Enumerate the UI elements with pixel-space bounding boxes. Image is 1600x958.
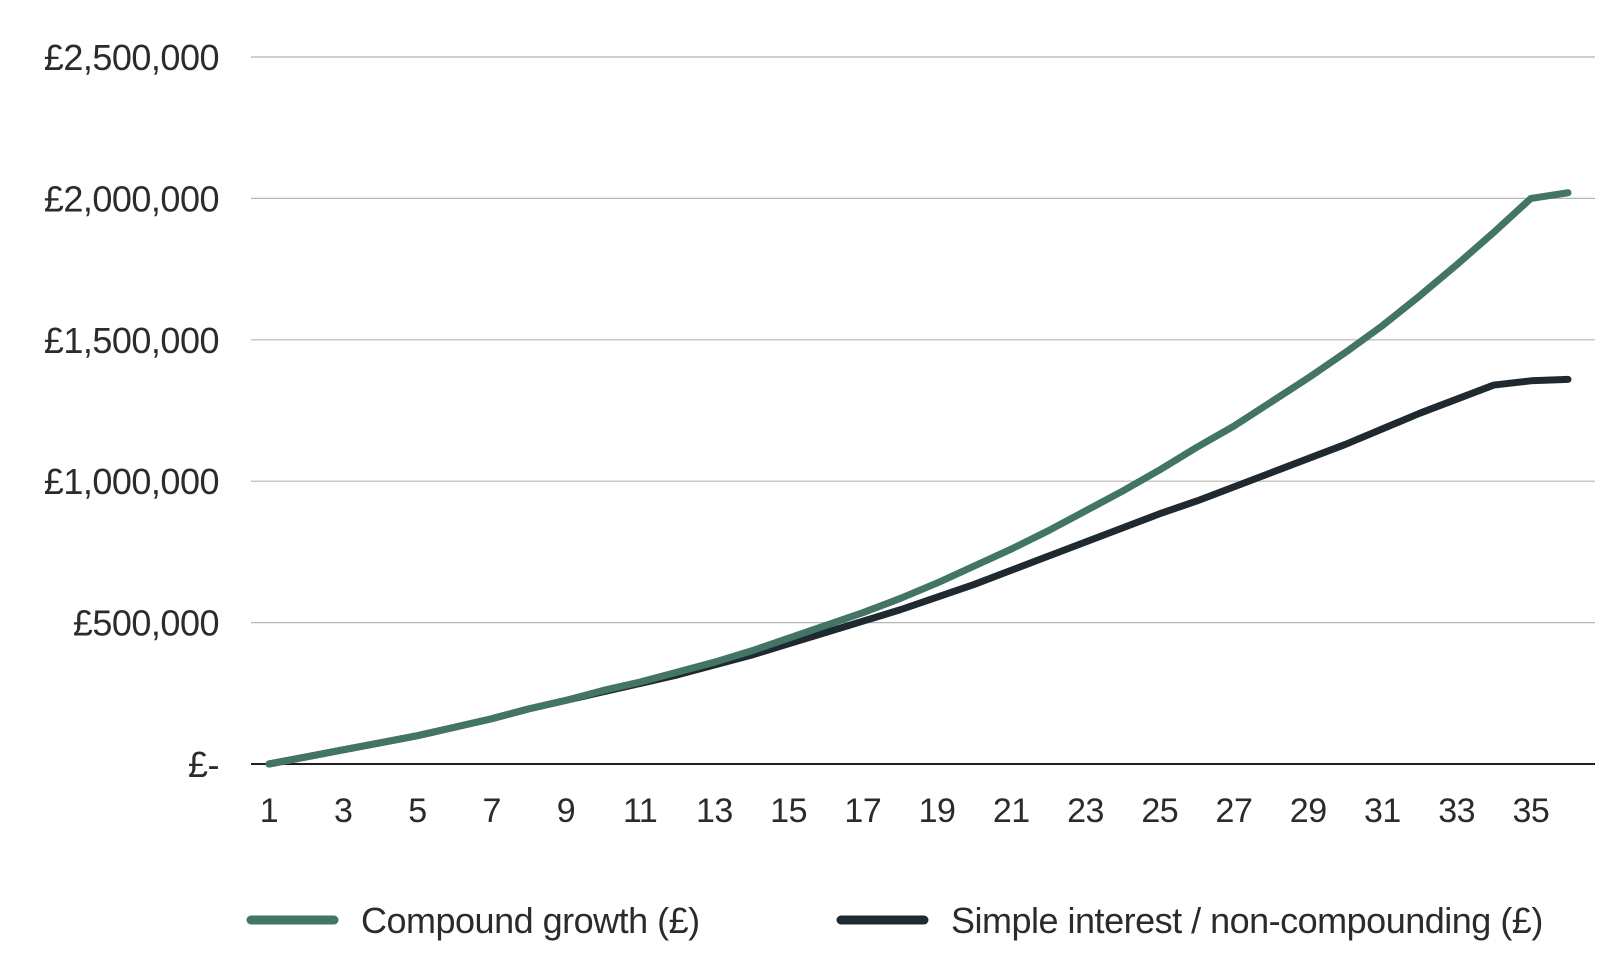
y-tick-label: £2,000,000 <box>44 178 219 219</box>
legend-label: Compound growth (£) <box>361 900 700 941</box>
y-axis-tick-labels: £- £500,000 £1,000,000 £1,500,000 £2,000,000… <box>44 37 220 785</box>
legend: Compound growth (£) Simple interest / non… <box>246 900 1543 941</box>
x-tick-label: 29 <box>1290 792 1327 830</box>
series-lines <box>265 189 1572 768</box>
x-tick-label: 15 <box>770 792 807 830</box>
x-tick-label: 11 <box>623 792 657 830</box>
gridlines <box>251 56 1595 765</box>
series-line-compound-growth <box>265 189 1572 768</box>
x-tick-label: 31 <box>1364 792 1401 830</box>
legend-item-simple-interest: Simple interest / non-compounding (£) <box>836 900 1543 941</box>
y-tick-label: £1,500,000 <box>44 320 219 361</box>
y-tick-label: £2,500,000 <box>44 37 219 78</box>
x-axis-tick-labels: 1 3 5 7 9 11 13 15 17 19 21 23 25 27 29 31 33 35 <box>260 792 1550 830</box>
x-tick-label: 27 <box>1216 792 1253 830</box>
x-tick-label: 33 <box>1438 792 1475 830</box>
x-tick-label: 3 <box>334 792 352 830</box>
x-tick-label: 17 <box>844 792 881 830</box>
series-line-simple-interest <box>265 375 1572 768</box>
x-tick-label: 35 <box>1512 792 1549 830</box>
x-tick-label: 5 <box>408 792 426 830</box>
y-tick-label: £- <box>188 744 219 785</box>
y-tick-label: £500,000 <box>73 603 219 644</box>
x-tick-label: 7 <box>482 792 500 830</box>
legend-item-compound-growth: Compound growth (£) <box>246 900 700 941</box>
x-tick-label: 9 <box>557 792 575 830</box>
x-tick-label: 1 <box>260 792 278 830</box>
legend-label: Simple interest / non-compounding (£) <box>951 900 1543 941</box>
x-tick-label: 13 <box>696 792 733 830</box>
x-tick-label: 23 <box>1067 792 1104 830</box>
y-tick-label: £1,000,000 <box>44 461 219 502</box>
x-tick-label: 19 <box>919 792 956 830</box>
x-tick-label: 21 <box>993 792 1030 830</box>
x-tick-label: 25 <box>1141 792 1178 830</box>
